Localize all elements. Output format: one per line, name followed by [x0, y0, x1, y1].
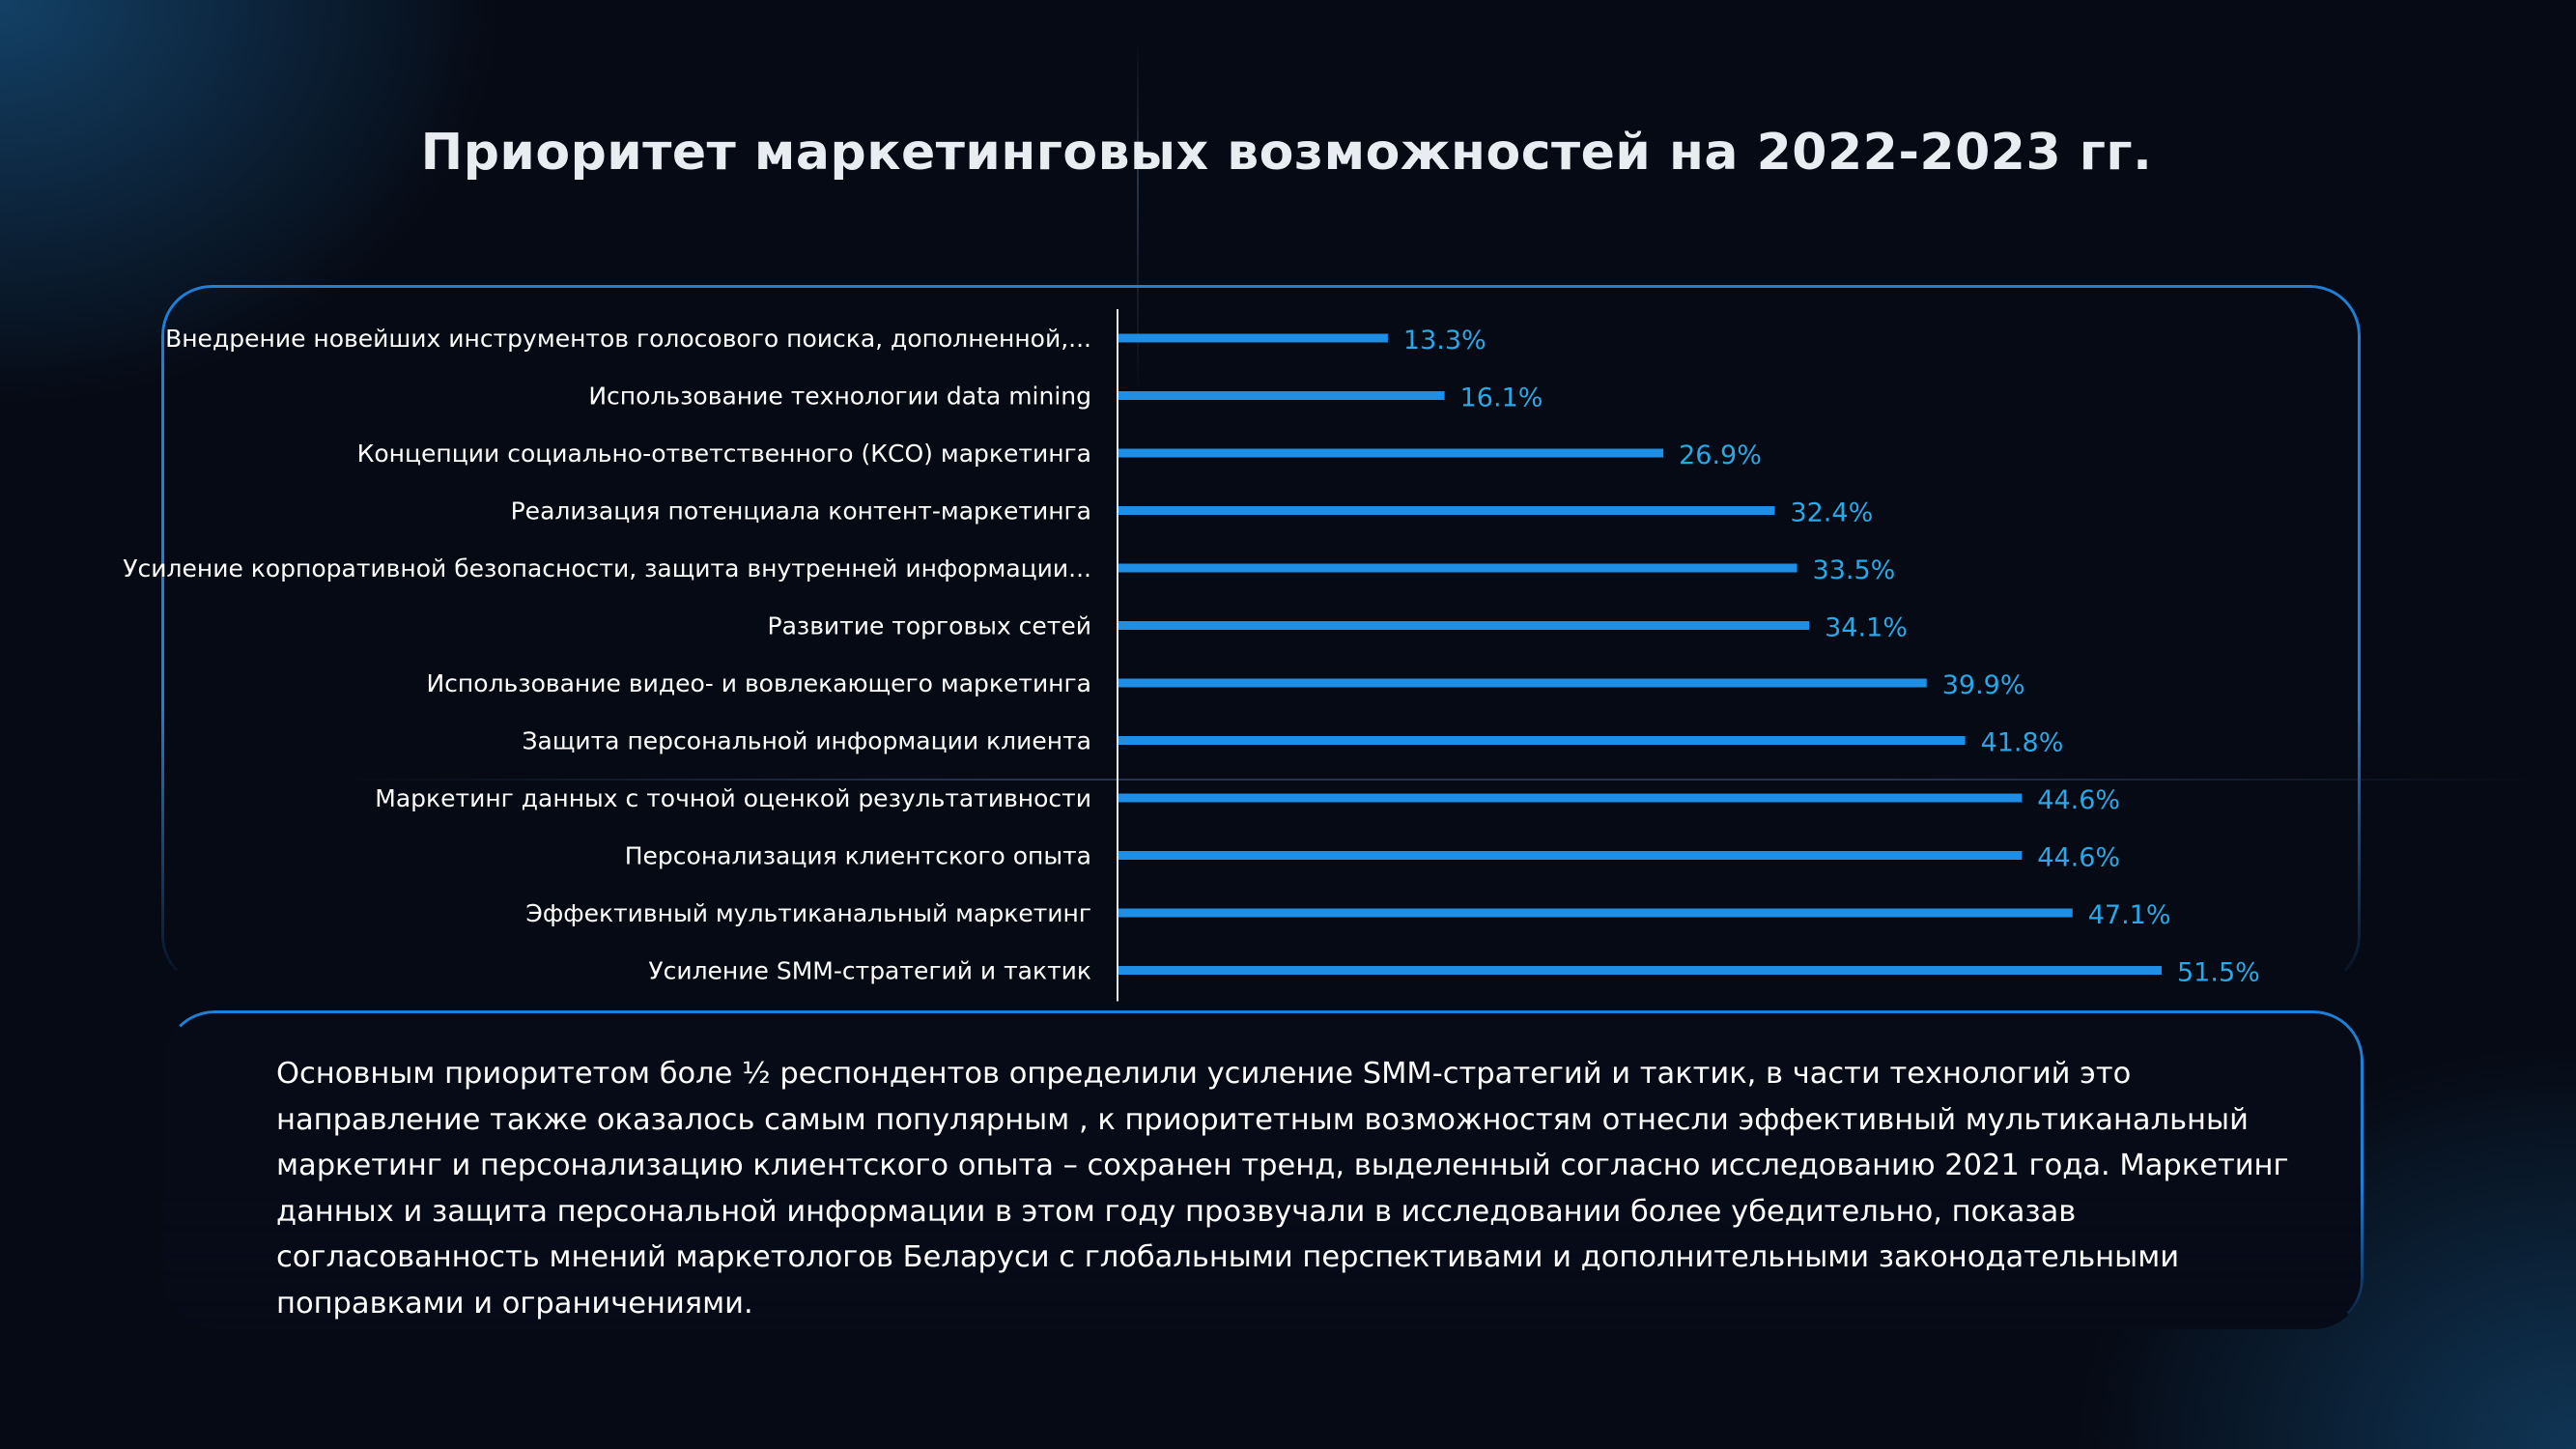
value-label: 32.4% — [1790, 498, 1873, 528]
value-label: 44.6% — [2037, 843, 2120, 873]
category-label: Развитие торговых сетей — [768, 612, 1092, 640]
summary-panel-frame — [164, 1010, 2364, 1329]
bar — [1118, 563, 1798, 573]
category-label: Внедрение новейших инструментов голосово… — [165, 325, 1091, 353]
bar — [1118, 851, 2023, 860]
value-label: 26.9% — [1679, 440, 1762, 470]
bar — [1118, 448, 1664, 458]
category-label: Персонализация клиентского опыта — [625, 842, 1091, 870]
category-label: Реализация потенциала контент-маркетинга — [511, 497, 1091, 526]
summary-text: Основным приоритетом боле ½ респондентов… — [276, 1057, 2289, 1321]
value-label: 39.9% — [1942, 670, 2025, 700]
category-label: Защита персональной информации клиента — [522, 727, 1091, 755]
category-label: Концепции социально-ответственного (КСО)… — [357, 440, 1091, 468]
bar — [1118, 506, 1775, 515]
value-label: 44.6% — [2037, 785, 2120, 815]
bar — [1118, 333, 1388, 343]
value-label: 16.1% — [1460, 384, 1543, 413]
bar — [1118, 736, 1966, 745]
decorative-horizontal-line — [338, 779, 2540, 781]
value-label: 13.3% — [1403, 326, 1486, 355]
value-label: 51.5% — [2177, 958, 2260, 988]
value-label: 41.8% — [1981, 728, 2064, 758]
category-label: Усиление SMM-стратегий и тактик — [648, 957, 1091, 985]
bar — [1118, 391, 1445, 400]
category-label: Маркетинг данных с точной оценкой резуль… — [375, 784, 1091, 812]
bar — [1118, 966, 2162, 975]
decorative-vertical-line — [1137, 39, 1139, 396]
category-label: Использование видео- и вовлекающего марк… — [426, 669, 1091, 697]
value-label: 47.1% — [2088, 900, 2171, 930]
bar — [1118, 678, 1927, 688]
category-label: Использование технологии data mining — [588, 383, 1091, 411]
slide-title: Приоритет маркетинговых возможностей на … — [420, 124, 2153, 182]
value-label: 34.1% — [1825, 613, 1908, 643]
value-label: 33.5% — [1813, 555, 1896, 585]
bar — [1118, 793, 2023, 803]
bar — [1118, 908, 2073, 918]
category-label: Эффективный мультиканальный маркетинг — [525, 899, 1091, 927]
category-label: Усиление корпоративной безопасности, защ… — [123, 554, 1091, 582]
chart-panel-frame — [161, 285, 2361, 986]
bar — [1118, 621, 1810, 630]
